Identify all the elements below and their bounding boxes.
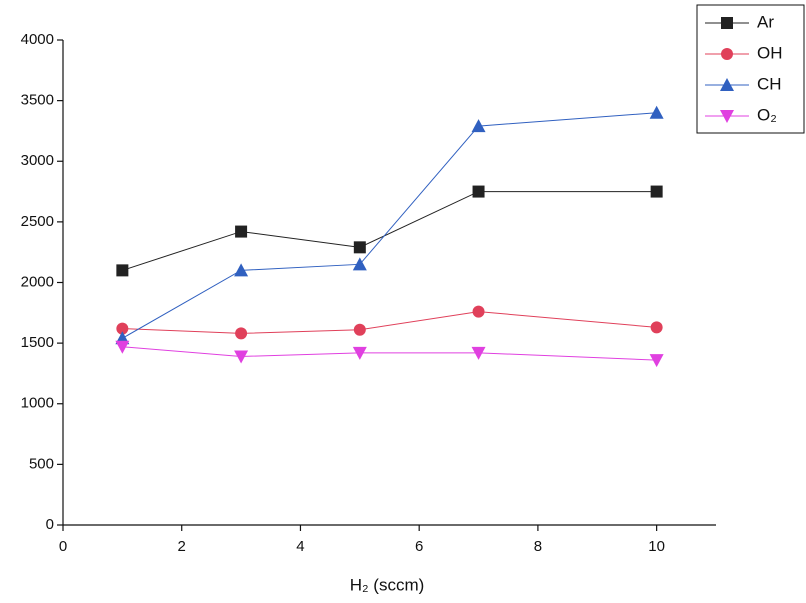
legend-label: CH [757, 74, 782, 93]
x-tick-label: 2 [178, 538, 186, 555]
legend-label: O₂ [757, 105, 777, 124]
data-point [116, 264, 128, 276]
y-tick-label: 4000 [21, 31, 54, 48]
x-tick-label: 8 [534, 538, 542, 555]
series-line [122, 347, 656, 360]
series-line [122, 113, 656, 339]
data-point [650, 354, 664, 367]
series-line [122, 192, 656, 271]
y-tick-label: 2500 [21, 213, 54, 230]
y-tick-label: 500 [29, 455, 54, 472]
legend-marker [721, 48, 733, 60]
legend-box [697, 5, 804, 133]
chart: H₂ (sccm) 050010001500200025003000350040… [0, 0, 806, 603]
x-tick-label: 4 [296, 538, 304, 555]
data-point [235, 226, 247, 238]
data-point [354, 241, 366, 253]
legend-marker [721, 17, 733, 29]
x-axis-label: H₂ (sccm) [350, 575, 425, 594]
data-point [473, 186, 485, 198]
y-tick-label: 2000 [21, 273, 54, 290]
x-tick-label: 6 [415, 538, 423, 555]
data-point [651, 186, 663, 198]
y-tick-label: 1500 [21, 334, 54, 351]
data-point [354, 324, 366, 336]
page: {"chart_data": {"type": "line", "x_label… [0, 0, 806, 603]
data-point [651, 321, 663, 333]
y-tick-label: 1000 [21, 395, 54, 412]
data-point [235, 327, 247, 339]
x-tick-label: 0 [59, 538, 67, 555]
legend-label: OH [757, 43, 783, 62]
legend-label: Ar [757, 12, 774, 31]
y-tick-label: 0 [46, 516, 54, 533]
data-point [234, 350, 248, 363]
data-point [473, 306, 485, 318]
x-tick-label: 10 [648, 538, 665, 555]
series-line [122, 312, 656, 334]
data-point [650, 106, 664, 119]
y-tick-label: 3000 [21, 152, 54, 169]
y-tick-label: 3500 [21, 92, 54, 109]
